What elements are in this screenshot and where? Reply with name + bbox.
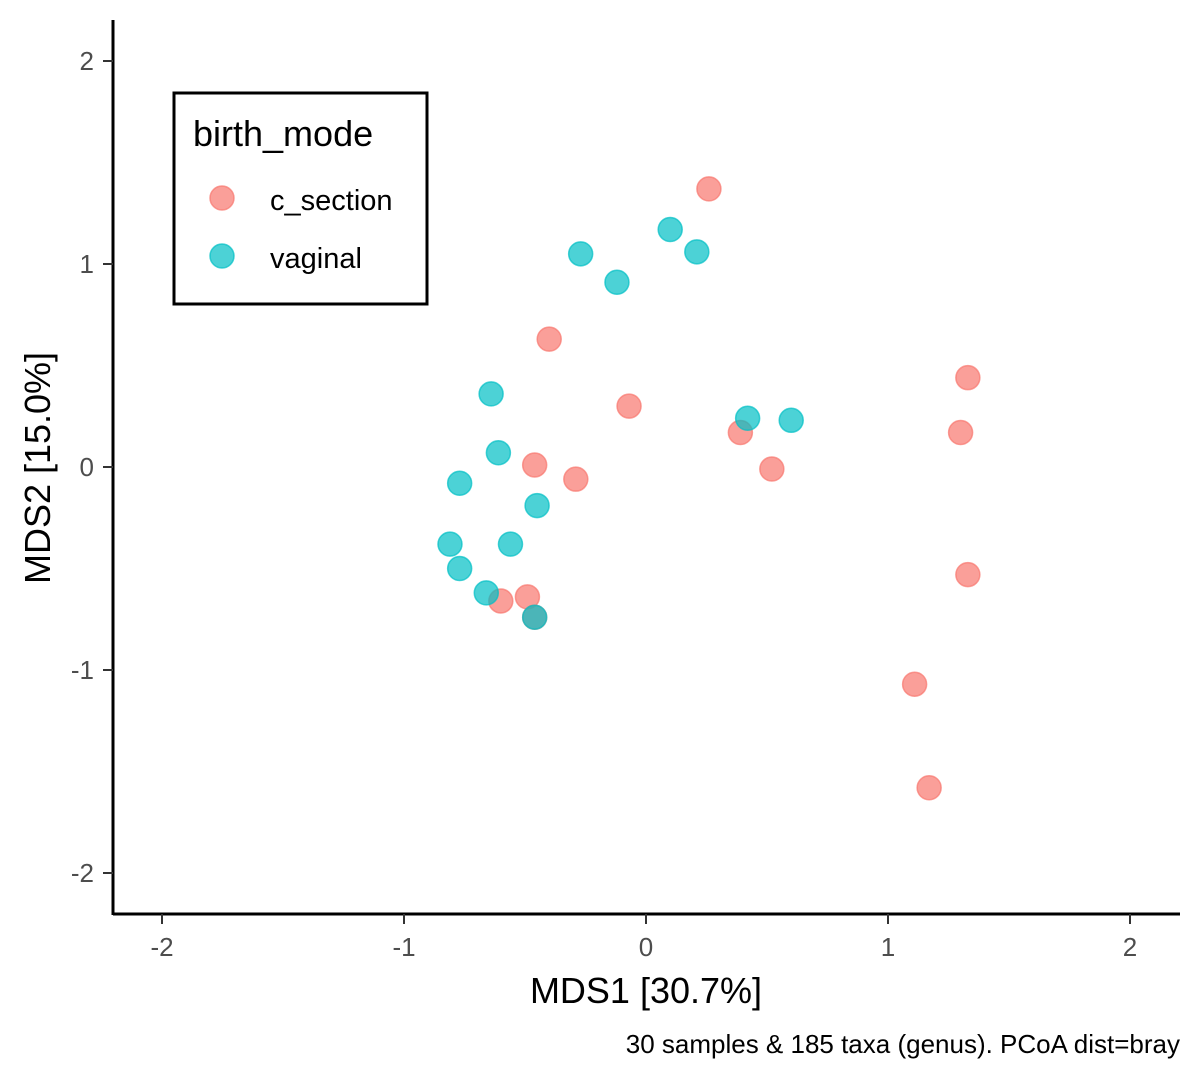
data-point-c-section xyxy=(916,774,942,801)
legend-label-vaginal: vaginal xyxy=(270,243,362,275)
data-point-c-section xyxy=(616,393,642,419)
points-layer xyxy=(437,176,981,801)
x-tick-label: 2 xyxy=(1123,932,1137,962)
y-tick-label: -2 xyxy=(71,858,94,888)
data-point-c-section xyxy=(759,456,785,482)
data-point-vaginal xyxy=(497,531,524,557)
legend-swatch-vaginal xyxy=(209,243,235,269)
data-point-vaginal xyxy=(485,440,512,466)
x-tick-label: -2 xyxy=(150,932,173,962)
legend: birth_mode c_section vaginal xyxy=(172,91,429,306)
data-point-vaginal xyxy=(446,470,473,496)
data-point-c-section xyxy=(563,466,589,492)
data-point-c-section xyxy=(955,364,981,391)
x-tick-label: 0 xyxy=(639,932,653,962)
y-tick-label: 1 xyxy=(80,249,94,279)
data-point-c-section xyxy=(696,176,722,202)
data-point-vaginal xyxy=(734,405,761,432)
data-point-vaginal xyxy=(478,381,504,407)
data-point-c-section xyxy=(947,419,974,446)
data-point-vaginal xyxy=(446,555,473,582)
data-point-vaginal xyxy=(657,216,683,243)
data-point-vaginal xyxy=(473,580,500,606)
legend-swatch-c-section xyxy=(209,185,235,211)
y-tick-label: 0 xyxy=(80,452,94,482)
data-point-vaginal xyxy=(567,241,594,267)
data-point-c-section xyxy=(901,671,928,697)
y-tick-label: -1 xyxy=(71,655,94,685)
data-point-c-section xyxy=(521,452,548,478)
data-point-vaginal xyxy=(524,492,550,519)
legend-label-c-section: c_section xyxy=(270,185,393,217)
data-point-vaginal xyxy=(778,407,804,434)
data-point-vaginal xyxy=(521,604,548,630)
x-ticks: -2 -1 0 1 2 xyxy=(150,914,1137,962)
data-point-vaginal xyxy=(604,269,630,296)
data-point-c-section xyxy=(536,326,562,352)
y-ticks: -2 -1 0 1 2 xyxy=(71,46,113,888)
x-tick-label: 1 xyxy=(881,932,895,962)
x-tick-label: -1 xyxy=(392,932,415,962)
y-tick-label: 2 xyxy=(80,46,94,76)
y-axis-title: MDS2 [15.0%] xyxy=(17,352,58,584)
data-point-vaginal xyxy=(437,531,463,557)
data-point-c-section xyxy=(955,561,981,588)
legend-title: birth_mode xyxy=(193,113,373,154)
x-axis-title: MDS1 [30.7%] xyxy=(530,970,762,1011)
data-point-vaginal xyxy=(684,239,710,265)
caption: 30 samples & 185 taxa (genus). PCoA dist… xyxy=(626,1029,1180,1059)
